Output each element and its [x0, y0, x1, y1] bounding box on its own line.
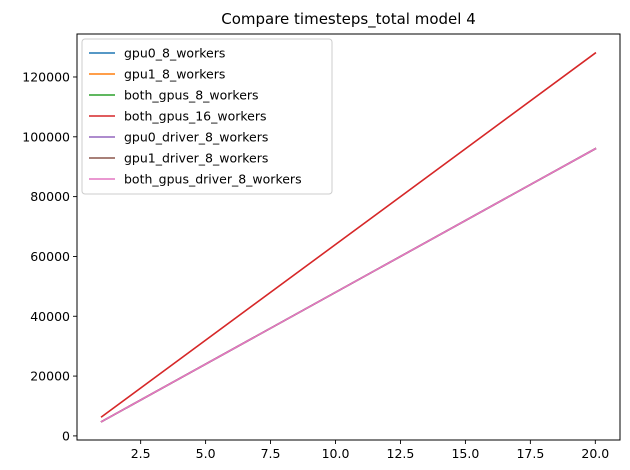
x-tick-label: 17.5 — [516, 446, 544, 461]
legend: gpu0_8_workers gpu1_8_workers both_gpus_8_… — [81, 38, 333, 195]
legend-label: gpu0_8_workers — [124, 46, 225, 61]
x-tick-label: 5.0 — [196, 446, 216, 461]
legend-box — [81, 38, 333, 195]
y-tick-label: 60000 — [30, 249, 70, 264]
series-line-both-gpus-driver-8-workers — [100, 147, 597, 423]
series-line-both-gpus-16-workers — [100, 51, 597, 418]
x-tick-label: 12.5 — [387, 446, 415, 461]
legend-label: both_gpus_16_workers — [124, 109, 267, 124]
y-tick-label: 80000 — [30, 189, 70, 204]
x-axis-ticks: 2.5 5.0 7.5 10.0 12.5 15.0 17.5 20.0 — [131, 440, 609, 461]
x-tick-label: 20.0 — [581, 446, 609, 461]
y-tick-label: 20000 — [30, 369, 70, 384]
x-tick-label: 7.5 — [261, 446, 281, 461]
x-tick-label: 15.0 — [451, 446, 479, 461]
chart-title: Compare timesteps_total model 4 — [221, 10, 476, 29]
x-tick-label: 2.5 — [131, 446, 151, 461]
legend-label: both_gpus_driver_8_workers — [124, 172, 302, 187]
x-tick-label: 10.0 — [322, 446, 350, 461]
y-tick-label: 40000 — [30, 309, 70, 324]
plot-lines — [100, 51, 597, 423]
y-tick-label: 0 — [62, 428, 70, 443]
legend-label: gpu0_driver_8_workers — [124, 130, 268, 145]
legend-label: gpu1_driver_8_workers — [124, 151, 268, 166]
y-tick-label: 120000 — [22, 69, 70, 84]
y-tick-label: 100000 — [22, 129, 70, 144]
legend-label: both_gpus_8_workers — [124, 88, 259, 103]
legend-label: gpu1_8_workers — [124, 67, 225, 82]
axes-frame — [76, 33, 621, 441]
y-axis-ticks: 0 20000 40000 60000 80000 100000 120000 — [22, 69, 77, 443]
